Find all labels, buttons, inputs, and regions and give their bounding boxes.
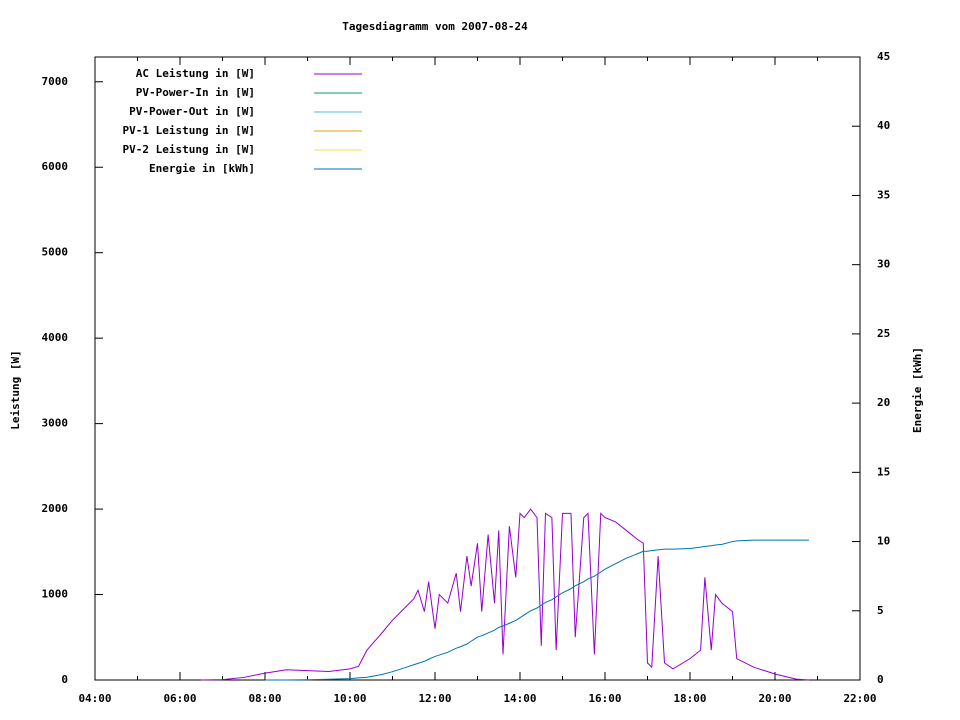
y2-tick-label: 20 xyxy=(877,396,890,409)
y2-tick-label: 10 xyxy=(877,535,890,548)
legend-label: PV-2 Leistung in [W] xyxy=(123,143,255,156)
y2-tick-label: 0 xyxy=(877,673,884,686)
x-tick-label: 22:00 xyxy=(843,692,876,705)
y-tick-label: 0 xyxy=(61,673,68,686)
y-tick-label: 1000 xyxy=(42,588,69,601)
y-tick-label: 2000 xyxy=(42,502,69,515)
legend-label: PV-1 Leistung in [W] xyxy=(123,124,255,137)
y-axis-label: Leistung [W] xyxy=(9,350,22,429)
x-tick-label: 06:00 xyxy=(163,692,196,705)
x-tick-label: 12:00 xyxy=(418,692,451,705)
x-tick-label: 20:00 xyxy=(758,692,791,705)
y2-tick-label: 30 xyxy=(877,258,890,271)
y-tick-label: 3000 xyxy=(42,417,69,430)
y2-tick-label: 45 xyxy=(877,50,890,63)
y-tick-label: 7000 xyxy=(42,75,69,88)
x-tick-label: 10:00 xyxy=(333,692,366,705)
y2-tick-label: 40 xyxy=(877,119,890,132)
x-tick-label: 14:00 xyxy=(503,692,536,705)
y2-tick-label: 25 xyxy=(877,327,890,340)
series-line xyxy=(201,508,810,681)
x-tick-label: 08:00 xyxy=(248,692,281,705)
y2-axis-label: Energie [kWh] xyxy=(911,347,924,433)
y2-tick-label: 5 xyxy=(877,604,884,617)
y-tick-label: 5000 xyxy=(42,246,69,259)
x-tick-label: 04:00 xyxy=(78,692,111,705)
y2-tick-label: 15 xyxy=(877,465,890,478)
y-tick-label: 6000 xyxy=(42,160,69,173)
legend-label: PV-Power-In in [W] xyxy=(136,86,255,99)
x-tick-label: 18:00 xyxy=(673,692,706,705)
chart-title: Tagesdiagramm vom 2007-08-24 xyxy=(342,20,528,33)
y-tick-label: 4000 xyxy=(42,331,69,344)
legend-label: PV-Power-Out in [W] xyxy=(129,105,255,118)
series-line xyxy=(265,539,809,681)
legend-label: AC Leistung in [W] xyxy=(136,67,255,80)
x-tick-label: 16:00 xyxy=(588,692,621,705)
y2-tick-label: 35 xyxy=(877,188,890,201)
legend-label: Energie in [kWh] xyxy=(149,162,255,175)
